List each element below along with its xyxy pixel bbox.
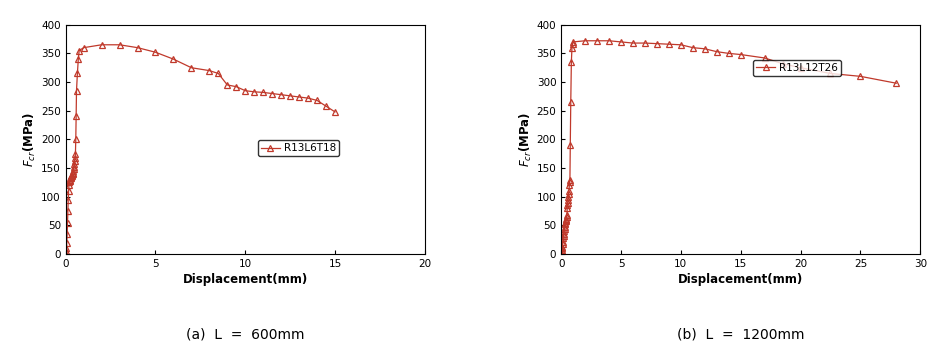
R13L12T26: [604, 38, 615, 43]
X-axis label: Displacement(mm): Displacement(mm): [678, 273, 804, 286]
Text: (b)  L  =  1200mm: (b) L = 1200mm: [677, 328, 805, 342]
Text: (a)  L  =  600mm: (a) L = 600mm: [186, 328, 304, 342]
Line: R13L12T26: R13L12T26: [559, 38, 899, 257]
Legend: R13L6T18: R13L6T18: [257, 140, 339, 156]
R13L6T18: [330, 110, 341, 114]
R13L6T18: [71, 71, 83, 76]
Line: R13L6T18: R13L6T18: [63, 42, 338, 257]
X-axis label: Displacement(mm): Displacement(mm): [182, 273, 308, 286]
R13L12T26: [579, 38, 591, 43]
R13L12T26: [615, 40, 626, 44]
Y-axis label: $F_{cr}$(MPa): $F_{cr}$(MPa): [23, 112, 38, 167]
R13L6T18: [60, 249, 71, 253]
R13L6T18: [96, 43, 107, 47]
R13L12T26: [562, 198, 574, 202]
R13L12T26: [556, 252, 567, 256]
R13L12T26: [556, 248, 567, 252]
R13L12T26: [560, 221, 571, 225]
R13L6T18: [222, 83, 233, 87]
R13L12T26: [556, 250, 567, 254]
R13L6T18: [131, 46, 143, 50]
R13L6T18: [78, 46, 89, 50]
R13L12T26: [891, 81, 902, 85]
Y-axis label: $F_{cr}$(MPa): $F_{cr}$(MPa): [517, 112, 533, 167]
R13L6T18: [60, 252, 71, 256]
Legend: R13L12T26: R13L12T26: [753, 60, 841, 76]
R13L6T18: [68, 170, 79, 175]
